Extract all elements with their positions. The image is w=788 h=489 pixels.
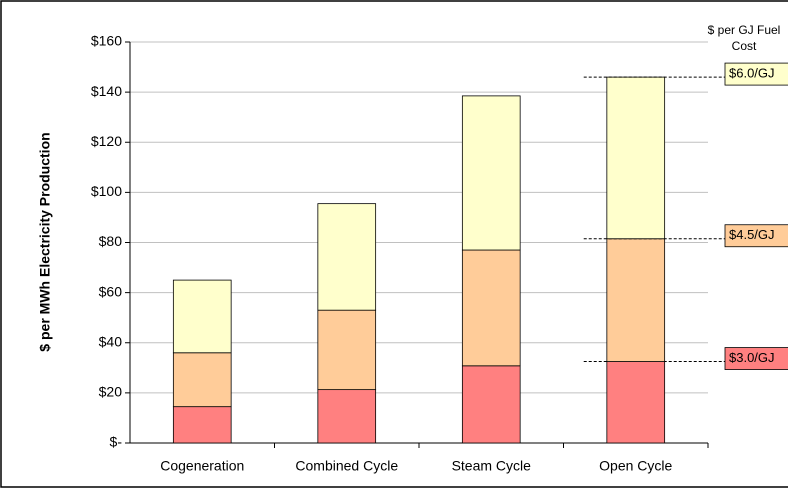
bar-segment xyxy=(172,352,232,408)
legend-label: $4.5/GJ xyxy=(729,227,775,242)
bar-segment xyxy=(606,361,666,444)
bar-segment xyxy=(461,95,521,251)
bar-segment xyxy=(172,406,232,444)
legend-swatch xyxy=(724,347,788,370)
y-tick-label: $160 xyxy=(91,33,122,49)
bar-segment xyxy=(317,203,377,311)
legend-label: $3.0/GJ xyxy=(729,350,775,365)
y-axis-label: $ per MWh Electricity Production xyxy=(37,132,53,351)
legend-label: $6.0/GJ xyxy=(729,66,775,81)
x-tick-label: Steam Cycle xyxy=(452,458,532,474)
bar-segment xyxy=(461,365,521,444)
x-tick-label: Cogeneration xyxy=(160,458,244,474)
y-tick-label: $80 xyxy=(99,233,123,249)
bar-segment xyxy=(317,389,377,444)
legend-title: $ per GJ Fuel Cost xyxy=(707,23,781,53)
legend-swatch xyxy=(724,62,788,86)
y-tick-label: $20 xyxy=(99,384,123,400)
x-tick-label: Combined Cycle xyxy=(295,458,398,474)
bar-segment xyxy=(317,309,377,391)
y-tick-label: $120 xyxy=(91,133,122,149)
y-tick-label: $140 xyxy=(91,83,122,99)
legend-swatch xyxy=(724,224,788,248)
bar-segment xyxy=(606,238,666,362)
bar-segment xyxy=(606,76,666,240)
x-tick-label: Open Cycle xyxy=(599,458,672,474)
y-tick-label: $100 xyxy=(91,183,122,199)
y-tick-label: $- xyxy=(110,434,123,450)
y-tick-label: $40 xyxy=(99,333,123,349)
bar-segment xyxy=(461,249,521,367)
y-tick-label: $60 xyxy=(99,283,123,299)
bar-segment xyxy=(172,279,232,354)
